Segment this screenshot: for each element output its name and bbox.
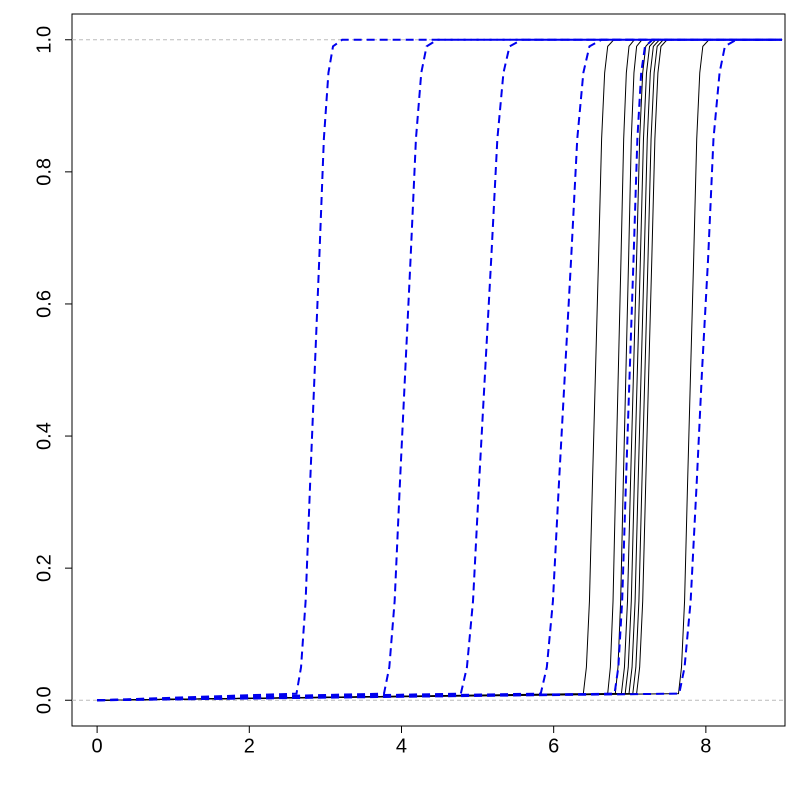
cdf-line [97,39,782,701]
x-tick-label: 6 [548,735,559,757]
cdf-line [97,39,782,701]
cdf-line [97,38,782,702]
cdf-line [97,39,782,701]
cdf-line [97,38,782,702]
x-tick-label: 2 [244,735,255,757]
x-tick-label: 4 [396,735,407,757]
y-tick-label: 0.8 [33,158,55,186]
cdf-line [97,39,782,701]
y-tick-label: 0.0 [33,686,55,714]
x-tick-label: 0 [92,735,103,757]
plot-frame [71,13,786,727]
y-tick-label: 0.4 [33,422,55,450]
cdf-line [97,38,782,702]
x-tick-label: 8 [700,735,711,757]
cdf-line [97,38,782,702]
y-tick-label: 1.0 [33,26,55,54]
cdf-line [97,38,782,702]
y-tick-label: 0.2 [33,554,55,582]
cdf-line [97,39,782,701]
cdf-line [97,39,782,701]
y-tick-label: 0.6 [33,290,55,318]
cdf-line [97,39,782,701]
cdf-line [97,38,782,702]
cdf-line [97,39,782,701]
cdf-line [97,39,782,701]
